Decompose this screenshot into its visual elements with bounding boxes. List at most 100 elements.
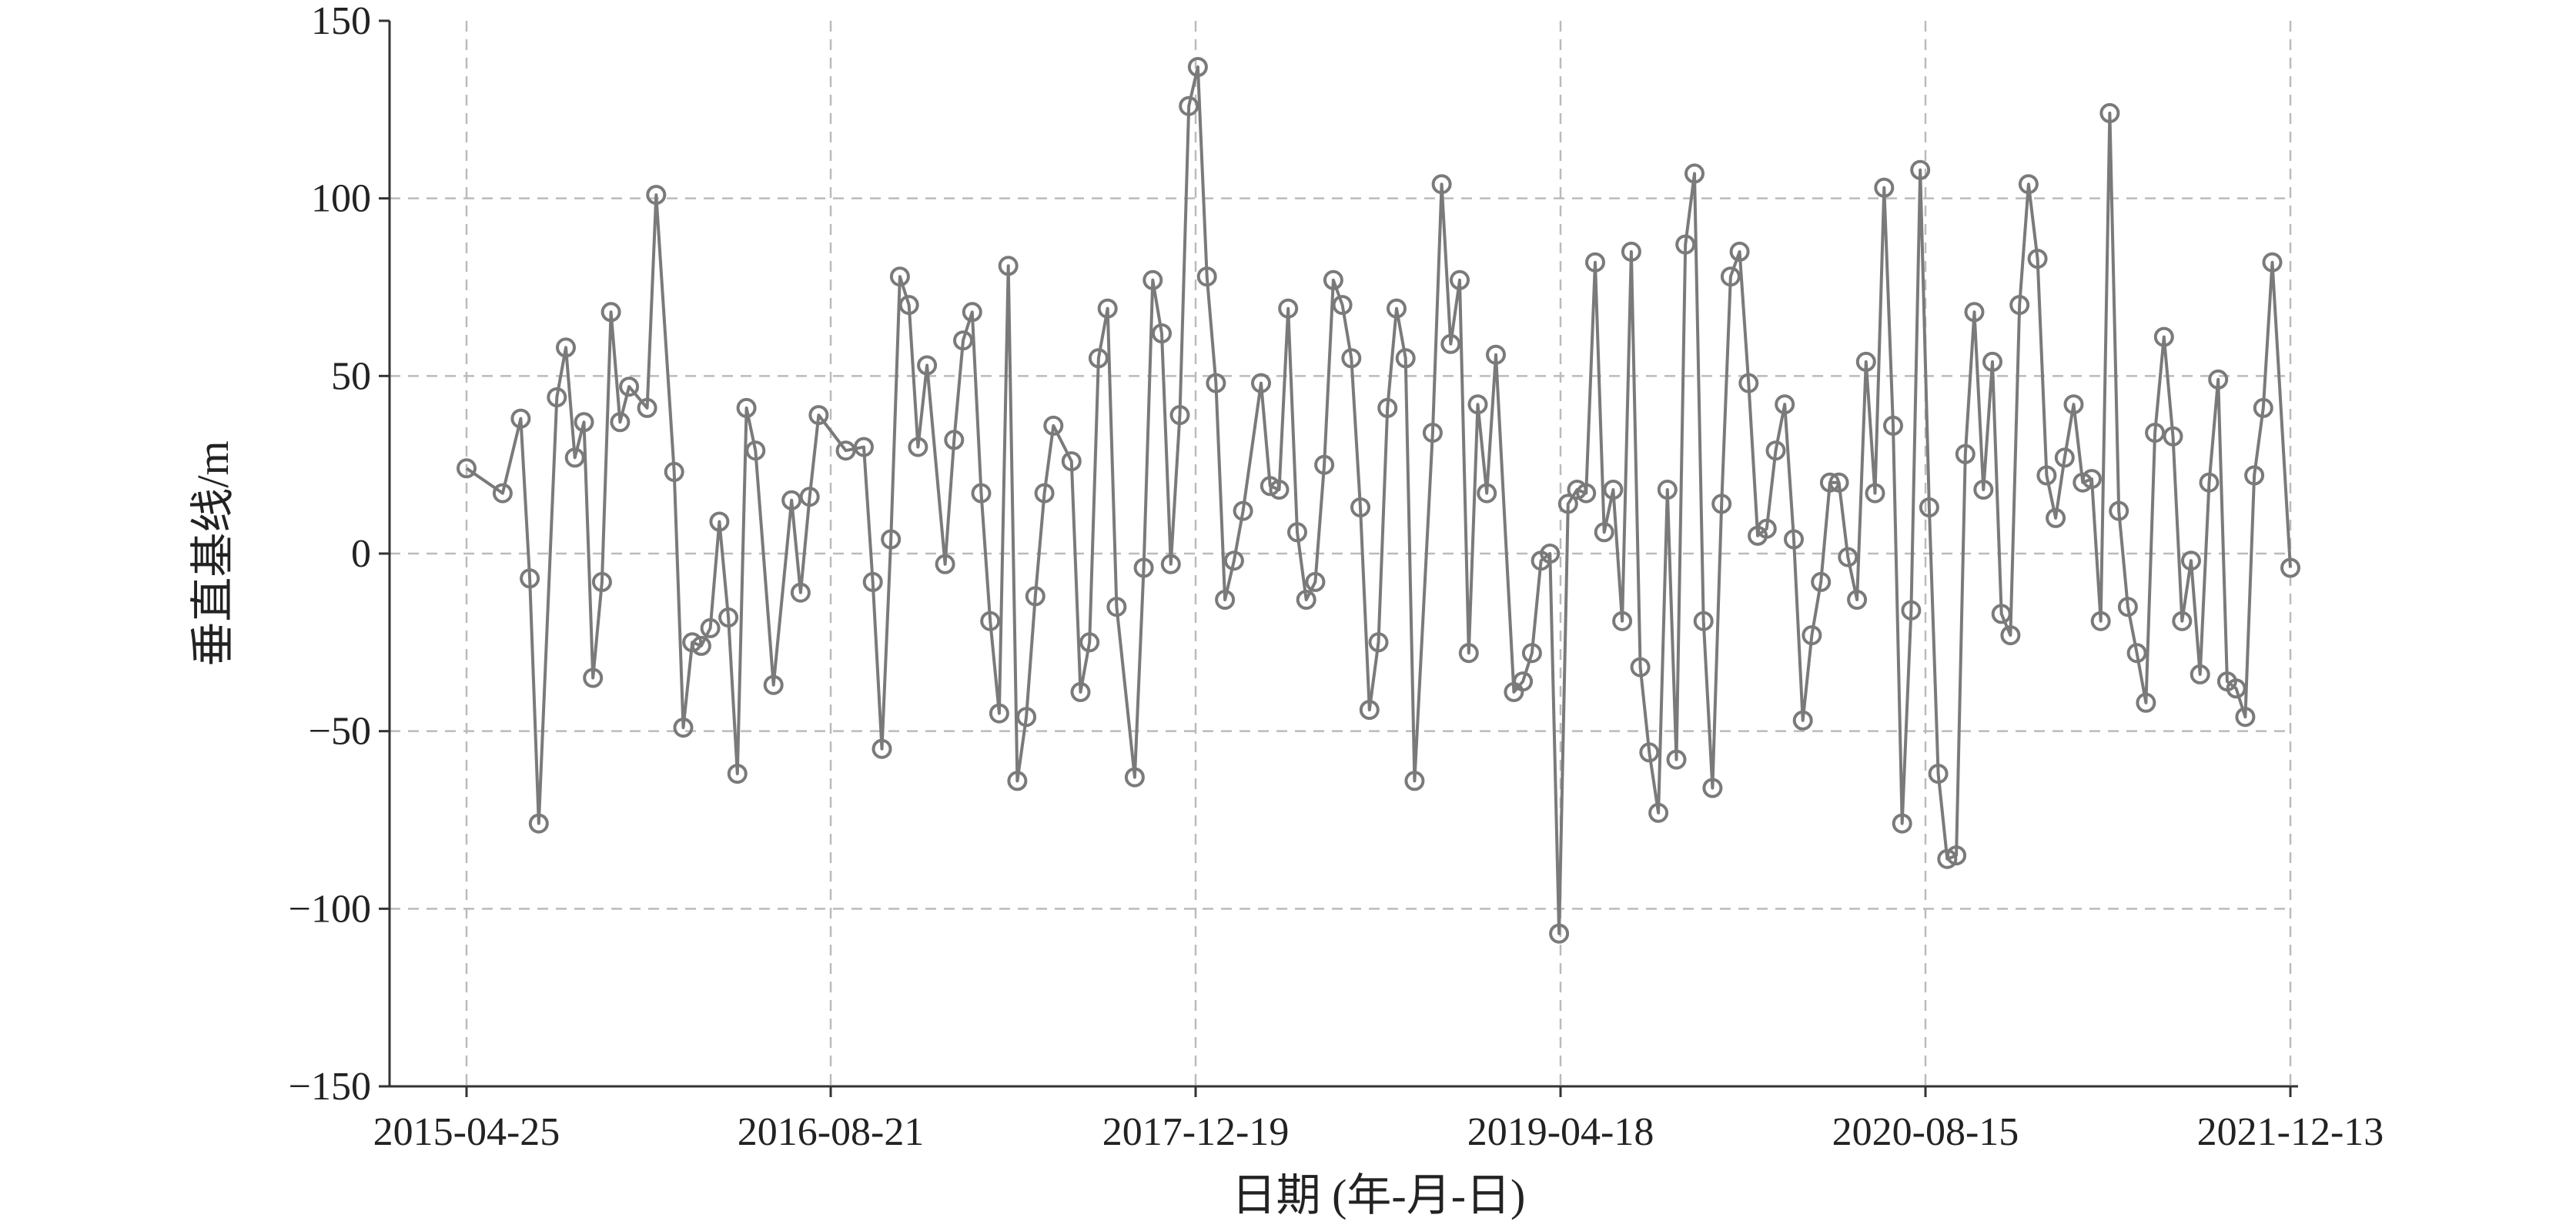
data-point <box>1142 269 1163 290</box>
data-point <box>736 397 757 418</box>
data-point <box>1910 159 1931 180</box>
data-point <box>1720 266 1741 287</box>
data-point <box>1233 500 1253 521</box>
data-point <box>556 337 576 358</box>
data-point <box>1061 451 1082 472</box>
data-point <box>2226 678 2246 699</box>
data-point <box>962 302 982 323</box>
data-point <box>2117 597 2138 617</box>
data-point <box>2090 611 2111 631</box>
data-point <box>871 738 892 759</box>
data-point <box>799 487 820 507</box>
data-point <box>1296 590 1316 610</box>
data-point <box>1729 241 1750 262</box>
data-point <box>1440 333 1461 354</box>
data-point <box>1278 298 1299 319</box>
data-point <box>1675 234 1696 255</box>
y-tick-label: 100 <box>311 177 371 221</box>
data-point <box>898 295 919 316</box>
x-tick-label: 2015-04-25 <box>373 1110 560 1154</box>
data-point <box>1630 657 1651 678</box>
data-point <box>989 703 1009 724</box>
data-point <box>1756 518 1777 539</box>
data-point <box>1160 554 1181 574</box>
data-point <box>2046 507 2066 528</box>
data-point <box>709 511 730 532</box>
data-point <box>1549 923 1570 944</box>
data-point <box>1206 373 1226 393</box>
data-point <box>2018 174 2039 195</box>
data-point <box>1982 351 2002 372</box>
data-point <box>862 571 883 592</box>
data-point <box>935 554 955 574</box>
data-point <box>1955 443 1975 464</box>
data-point <box>2163 426 2183 447</box>
data-point <box>2280 557 2300 578</box>
data-point <box>646 185 667 206</box>
data-point <box>1196 266 1217 287</box>
data-point <box>1855 351 1876 372</box>
data-point <box>2253 397 2273 418</box>
data-point <box>1521 643 1542 664</box>
data-point <box>1621 241 1641 262</box>
data-point <box>1097 298 1118 319</box>
data-point <box>835 440 856 461</box>
x-tick-label: 2020-08-15 <box>1832 1110 2019 1154</box>
data-point <box>1007 771 1028 791</box>
data-point <box>1892 813 1912 834</box>
data-point <box>700 617 721 638</box>
data-point <box>1088 348 1109 369</box>
y-tick-label: −150 <box>289 1065 371 1109</box>
data-point <box>2208 369 2229 390</box>
data-point <box>2126 643 2147 664</box>
data-point <box>1124 767 1145 788</box>
data-point <box>2099 102 2120 123</box>
data-point <box>591 571 612 592</box>
data-point <box>664 461 684 482</box>
data-point <box>1946 845 1967 866</box>
data-point <box>619 376 640 397</box>
data-point <box>1702 778 1723 798</box>
data-point <box>1395 348 1416 369</box>
data-point <box>1765 440 1786 461</box>
data-point <box>1594 522 1614 543</box>
data-point <box>944 430 965 450</box>
data-point <box>2063 394 2084 415</box>
y-tick-label: 50 <box>331 354 371 398</box>
data-point <box>1477 483 1497 504</box>
x-axis-title: 日期 (年-月-日) <box>1232 1170 1526 1220</box>
data-point <box>889 266 910 287</box>
data-point <box>2136 692 2156 713</box>
data-point <box>1377 397 1398 418</box>
data-point <box>781 490 802 510</box>
data-point <box>1043 415 1064 436</box>
data-point <box>790 582 811 603</box>
data-point <box>637 397 657 418</box>
data-point <box>691 635 711 656</box>
data-point <box>2153 326 2174 347</box>
data-point <box>1585 252 1605 273</box>
data-point <box>547 387 567 407</box>
data-point <box>1937 848 1958 869</box>
data-point <box>1323 269 1343 290</box>
data-point <box>492 483 513 504</box>
data-point <box>1179 95 1199 116</box>
data-point <box>1865 483 1885 504</box>
data-point <box>2181 550 2201 571</box>
data-point <box>601 302 621 323</box>
data-point <box>457 458 477 479</box>
data-point <box>2082 469 2102 490</box>
data-point <box>1576 483 1597 504</box>
data-point <box>1991 604 2012 624</box>
data-point <box>1152 323 1172 343</box>
data-point <box>1657 480 1678 500</box>
data-point <box>1901 600 1922 621</box>
data-point <box>1269 480 1290 500</box>
data-point <box>564 447 585 468</box>
data-point <box>1314 454 1335 475</box>
data-point <box>1341 348 1362 369</box>
data-point <box>1775 394 1795 415</box>
x-tick-label: 2021-12-13 <box>2197 1110 2384 1154</box>
y-tick-label: −100 <box>289 887 371 931</box>
